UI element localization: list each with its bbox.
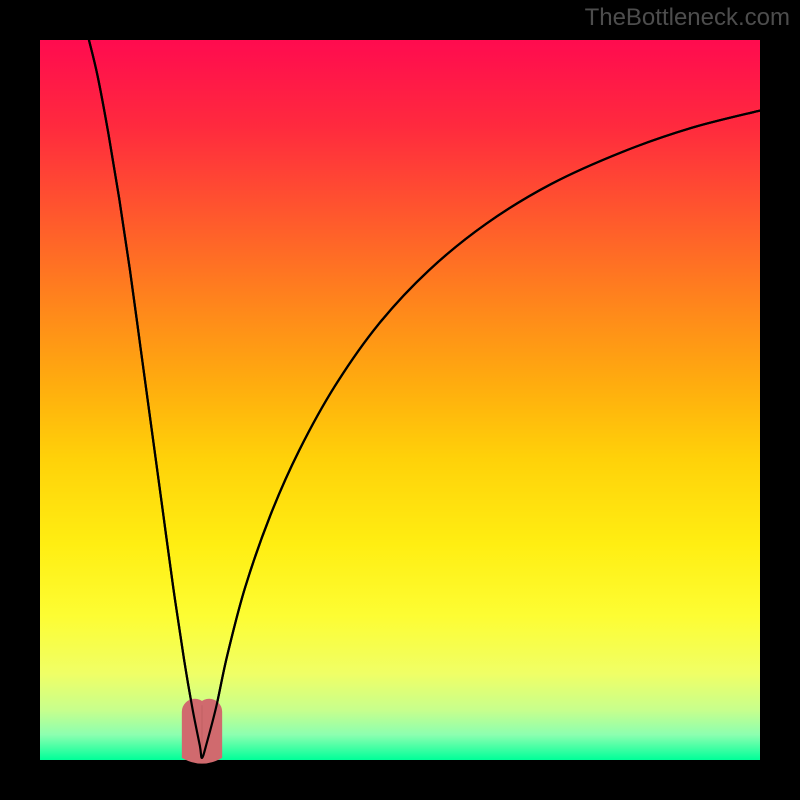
bottleneck-chart: [0, 0, 800, 800]
watermark-text: TheBottleneck.com: [585, 4, 790, 32]
